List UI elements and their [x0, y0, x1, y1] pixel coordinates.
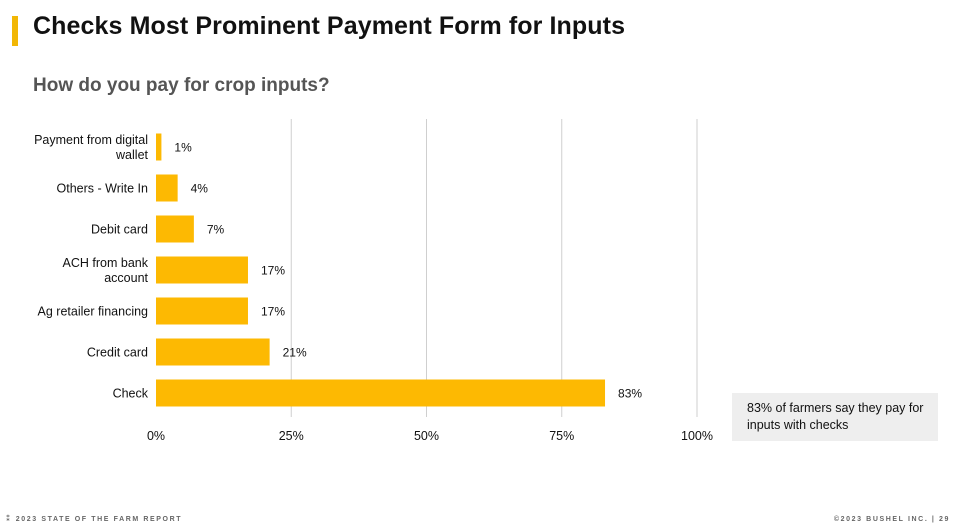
title-accent-bar	[12, 16, 18, 46]
data-label-0: 1%	[174, 141, 192, 155]
x-tick-label-75: 75%	[549, 429, 574, 443]
bar-5	[156, 338, 270, 366]
data-label-4: 17%	[261, 305, 285, 319]
x-tick-label-100: 100%	[681, 429, 713, 443]
bar-1	[156, 174, 178, 202]
chart-subtitle: How do you pay for crop inputs?	[33, 75, 330, 96]
x-tick-label-50: 50%	[414, 429, 439, 443]
footer-left: ⁑ 2023 STATE OF THE FARM REPORT	[6, 514, 182, 523]
footer-report-name: 2023 STATE OF THE FARM REPORT	[15, 516, 183, 523]
x-tick-label-25: 25%	[279, 429, 304, 443]
bar-4	[156, 297, 248, 325]
bushel-logo-icon: ⁑	[6, 514, 12, 523]
category-label-3: ACH from bank account	[63, 256, 149, 285]
category-label-5: Credit card	[87, 346, 148, 360]
category-label-4: Ag retailer financing	[38, 305, 149, 319]
bar-6	[156, 379, 606, 407]
category-label-2: Debit card	[91, 223, 148, 237]
page-title: Checks Most Prominent Payment Form for I…	[33, 12, 626, 40]
category-label-1: Others - Write In	[57, 182, 149, 196]
bar-3	[156, 256, 248, 284]
category-label-0: Payment from digital wallet	[34, 133, 148, 162]
data-label-6: 83%	[618, 387, 642, 401]
data-label-2: 7%	[207, 223, 225, 237]
bar-0	[156, 133, 162, 161]
footer-copyright: ©2023 BUSHEL INC. | 29	[833, 516, 950, 523]
data-label-5: 21%	[283, 346, 307, 360]
data-label-3: 17%	[261, 264, 285, 278]
data-label-1: 4%	[191, 182, 209, 196]
x-tick-label-0: 0%	[147, 429, 165, 443]
callout-box: 83% of farmers say they pay for inputs w…	[732, 393, 938, 441]
category-label-6: Check	[113, 387, 149, 401]
bar-2	[156, 215, 194, 243]
callout-text: 83% of farmers say they pay for inputs w…	[747, 401, 924, 432]
